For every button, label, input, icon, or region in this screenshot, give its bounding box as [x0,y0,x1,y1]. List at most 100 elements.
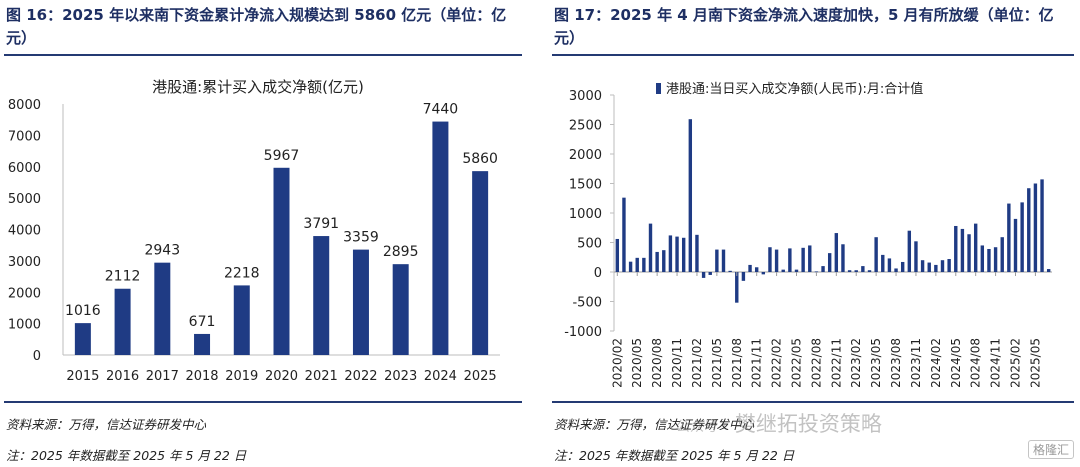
bar-month-9 [675,236,679,272]
x-tick-label-2025-05: 2025/05 [1028,338,1042,388]
bar-month-54 [973,223,978,272]
data-label-2025: 5860 [462,151,498,167]
bar-month-56 [987,248,991,272]
x-tick-label-2016: 2016 [106,369,139,384]
bar-2025 [472,171,489,355]
figure-17-top-rule [552,54,1074,56]
y-tick-label: -1000 [564,325,602,340]
bar-month-44 [907,230,912,272]
x-tick-label-2021-02: 2021/02 [690,338,704,388]
figure-16-top-rule [4,54,522,56]
figure-16-footnote: 注：2025 年数据截至 2025 年 5 月 22 日 [6,448,247,463]
data-label-2018: 671 [189,314,216,330]
data-label-2023: 2895 [383,244,419,260]
bar-month-18 [735,272,739,303]
watermark-sub: 公众号 · [676,419,727,435]
y-tick-label: 2500 [569,119,602,134]
data-label-2021: 3791 [303,216,339,232]
figure-16-bar-chart: 港股通:累计买入成交净额(亿元) 0 1000 2000 3000 4000 5000 600… [8,78,500,384]
bar-month-48 [934,264,938,272]
bar-month-53 [967,234,971,272]
bar-month-1 [622,197,626,272]
bar-month-63 [1033,183,1038,272]
x-tick-label-2020-08: 2020/08 [650,338,664,388]
figure-16-source: 资料来源：万得，信达证券研发中心 [6,417,207,432]
bar-month-23 [768,247,772,272]
x-tick-label-2021-05: 2021/05 [710,338,724,388]
x-tick-label-2023-05: 2023/05 [869,338,883,388]
x-tick-label-2022-05: 2022/05 [790,338,804,388]
bar-month-36 [854,270,858,272]
figure-16-panel: 图 16：2025 年以来南下资金累计净流入规模达到 5860 亿元（单位：亿元… [0,0,528,467]
bar-month-37 [861,266,865,272]
x-tick-label-2023-11: 2023/11 [909,338,923,388]
bar-month-24 [774,249,779,272]
bar-month-38 [867,270,872,272]
y-tick-label: 8000 [8,98,41,113]
bar-month-27 [794,269,799,272]
x-tick-label-2021-11: 2021/11 [750,338,764,388]
bar-month-59 [1007,203,1011,272]
x-tick-label-2023-08: 2023/08 [889,338,903,388]
watermark-main: 樊继拓投资策略 [734,412,882,436]
y-tick-label: 5000 [8,192,41,207]
bar-month-16 [721,249,726,272]
bar-month-26 [788,248,792,272]
bar-month-5 [648,223,653,272]
bar-month-60 [1013,218,1018,272]
data-label-2015: 1016 [65,303,101,319]
bar-month-0 [615,238,620,272]
legend-swatch [656,83,661,94]
x-tick-label-2024-05: 2024/05 [949,338,963,388]
x-tick-label-2015: 2015 [66,369,99,384]
bar-month-21 [754,267,759,272]
x-tick-label-2024: 2024 [424,369,457,384]
x-tick-label-2018: 2018 [185,369,218,384]
bar-month-41 [887,258,892,272]
data-label-2016: 2112 [105,269,141,285]
x-tick-label-2022-08: 2022/08 [809,338,823,388]
bar-month-8 [668,235,673,272]
y-tick-label: 2000 [569,148,602,163]
bar-month-15 [715,249,719,272]
bar-2017 [154,262,171,355]
x-tick-label-2024-11: 2024/11 [989,338,1003,388]
x-tick-label-2025: 2025 [464,369,497,384]
bar-month-42 [894,268,898,272]
x-tick-label-2019: 2019 [225,369,258,384]
data-label-2019: 2218 [224,265,260,281]
figure-16-title: 图 16：2025 年以来南下资金累计净流入规模达到 5860 亿元（单位：亿元… [6,6,507,47]
x-tick-label-2022: 2022 [344,369,377,384]
bar-month-40 [881,254,885,272]
bar-month-55 [980,245,985,272]
data-label-2024: 7440 [423,102,459,118]
bar-month-29 [808,245,812,272]
bar-2018 [194,333,211,355]
bar-month-30 [814,271,819,273]
watermark: 公众号 · 樊继拓投资策略 [676,408,882,438]
bar-2021 [313,236,330,355]
bar-month-14 [708,272,712,275]
bar-month-13 [701,272,706,278]
bar-month-57 [993,247,998,272]
bar-month-65 [1046,269,1051,272]
bar-2016 [114,288,131,355]
bar-month-43 [900,261,905,272]
bar-2015 [74,323,91,355]
bar-month-31 [821,266,825,272]
x-tick-label-2023: 2023 [384,369,417,384]
x-tick-label-2024-08: 2024/08 [969,338,983,388]
bar-month-3 [635,257,639,272]
bar-month-7 [662,250,666,272]
x-tick-label-2022-11: 2022/11 [829,338,843,388]
bar-month-6 [655,251,659,272]
bar-2020 [273,167,290,355]
bar-month-39 [874,237,878,272]
bar-month-45 [914,241,918,272]
figure-17-title: 图 17：2025 年 4 月南下资金净流入速度加快，5 月有所放缓（单位：亿元… [554,6,1054,47]
y-tick-label: 1000 [569,207,602,222]
figure-17-bar-chart: -1000 -500 0 500 1000 1500 2000 2500 3000 2020/02… [564,81,1052,388]
bar-month-10 [681,237,686,272]
data-label-2017: 2943 [144,243,180,259]
bar-month-49 [940,260,945,272]
